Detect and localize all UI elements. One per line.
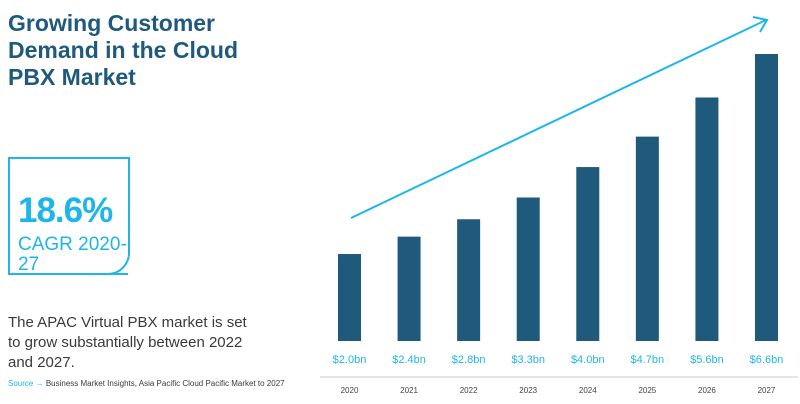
value-label-2022: $2.8bn <box>452 354 486 366</box>
tick-label-2020: 2020 <box>341 386 359 395</box>
bar-2020 <box>338 254 361 341</box>
page-title: Growing Customer Demand in the Cloud PBX… <box>8 10 238 90</box>
source-label: Source <box>8 379 34 388</box>
tick-label-2026: 2026 <box>698 386 716 395</box>
value-label-2020: $2.0bn <box>333 354 367 366</box>
bar-2024 <box>576 167 600 341</box>
source-text: Business Market Insights, Asia Pacific C… <box>45 379 285 388</box>
value-label-2021: $2.4bn <box>392 354 426 366</box>
source-arrow: → <box>35 379 44 388</box>
bar-2022 <box>457 219 481 341</box>
bar-2021 <box>397 236 421 341</box>
value-label-2026: $5.6bn <box>690 354 724 366</box>
cagr-value: 18.6% <box>18 191 113 230</box>
bar-2023 <box>516 197 540 341</box>
value-label-2025: $4.7bn <box>631 354 665 366</box>
tick-label-2023: 2023 <box>519 386 537 395</box>
value-label-2027: $6.6bn <box>750 354 784 366</box>
tick-label-2027: 2027 <box>758 386 776 395</box>
tick-label-2021: 2021 <box>400 386 418 395</box>
bar-2027 <box>754 54 778 341</box>
tick-label-2025: 2025 <box>638 386 656 395</box>
bar-2025 <box>635 136 659 341</box>
value-label-2023: $3.3bn <box>511 354 545 366</box>
cagr-callout: 18.6% CAGR 2020-27 <box>8 157 130 275</box>
trend-arrow-line <box>350 19 767 219</box>
market-bar-chart: $2.0bn 2020 $2.4bn 2021 $2.8bn 2022 $3.3bn 2023… <box>320 16 798 395</box>
value-label-2024: $4.0bn <box>571 354 605 366</box>
cagr-label: CAGR 2020-27 <box>18 234 127 275</box>
bar-2026 <box>695 97 719 341</box>
trend-arrow-head <box>752 16 769 33</box>
source-note: Source → Business Market Insights, Asia … <box>8 379 285 388</box>
tick-label-2024: 2024 <box>579 386 597 395</box>
market-description: The APAC Virtual PBX market is set to gr… <box>8 314 247 371</box>
tick-label-2022: 2022 <box>460 386 478 395</box>
